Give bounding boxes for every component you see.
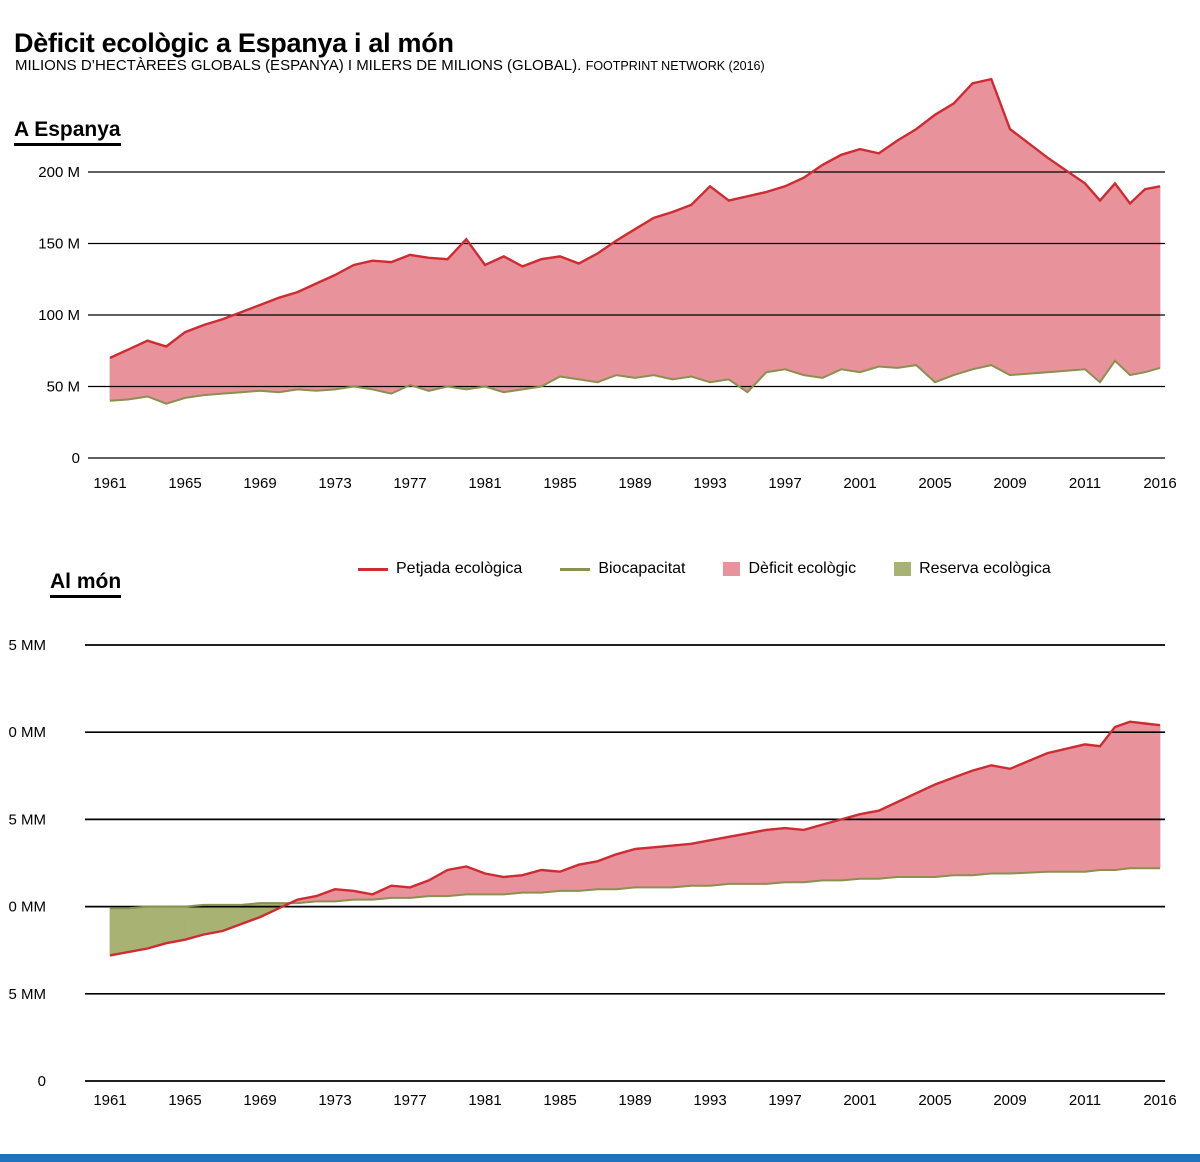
y-tick-label: 0 bbox=[38, 1073, 46, 1090]
legend-label: Dèficit ecològic bbox=[748, 560, 857, 577]
x-tick-label: 1961 bbox=[93, 1092, 126, 1109]
x-tick-label: 1965 bbox=[168, 1092, 201, 1109]
x-tick-label: 2001 bbox=[843, 1092, 876, 1109]
x-tick-label: 1985 bbox=[543, 1092, 576, 1109]
x-tick-label: 2001 bbox=[843, 475, 876, 492]
x-tick-label: 1969 bbox=[243, 475, 276, 492]
x-tick-label: 1969 bbox=[243, 1092, 276, 1109]
chart-subtitle: MILIONS D’HECTÀREES GLOBALS (ESPANYA) I … bbox=[15, 57, 582, 74]
x-tick-label: 1961 bbox=[93, 475, 126, 492]
legend-item: Petjada ecològica bbox=[358, 560, 522, 578]
biocapacity-line bbox=[110, 867, 1160, 910]
section-heading-espanya: A Espanya bbox=[14, 118, 121, 147]
x-tick-label: 1973 bbox=[318, 1092, 351, 1109]
footprint-line bbox=[109, 720, 1161, 957]
x-tick-label: 2011 bbox=[1069, 1092, 1101, 1109]
line-swatch bbox=[560, 567, 591, 571]
chart-legend: Petjada ecològica Biocapacitat Dèficit eco… bbox=[358, 560, 1051, 578]
x-tick-label: 1997 bbox=[768, 1092, 801, 1109]
fill-swatch bbox=[723, 562, 741, 576]
y-tick-label: 50 M bbox=[47, 379, 80, 396]
x-tick-label: 1981 bbox=[468, 475, 501, 492]
x-tick-label: 1989 bbox=[618, 475, 651, 492]
espanya-chart: 200 M 150 M 100 M 50 M 0 1961 1965 1969 1973 1977… bbox=[0, 55, 1200, 505]
x-tick-label: 2016 bbox=[1143, 1092, 1176, 1109]
x-tick-label: 2011 bbox=[1069, 475, 1101, 492]
y-tick-label: 100 M bbox=[38, 307, 80, 324]
fill-swatch bbox=[894, 562, 912, 576]
section-heading-mon: Al món bbox=[50, 570, 122, 599]
source-credit: FOOTPRINT NETWORK (2016) bbox=[585, 59, 765, 73]
mon-chart: 5 MM 0 MM 5 MM 0 MM 5 MM 0 1961 1965 1969 1973 197… bbox=[0, 600, 1200, 1145]
y-tick-label: 0 MM bbox=[9, 899, 47, 916]
biocapacity-line bbox=[109, 359, 1161, 405]
legend-label: Petjada ecològica bbox=[396, 560, 523, 577]
y-tick-label: 0 bbox=[72, 450, 80, 467]
y-tick-label: 5 MM bbox=[9, 986, 47, 1003]
x-tick-label: 2005 bbox=[918, 475, 951, 492]
x-tick-label: 2009 bbox=[993, 475, 1026, 492]
x-tick-label: 1977 bbox=[393, 475, 426, 492]
footprint-line bbox=[109, 77, 1161, 359]
x-tick-label: 1997 bbox=[768, 475, 801, 492]
x-tick-label: 2009 bbox=[993, 1092, 1026, 1109]
x-tick-label: 2016 bbox=[1143, 475, 1176, 492]
reserve-area bbox=[109, 902, 291, 956]
y-tick-label: 150 M bbox=[38, 236, 80, 253]
x-tick-label: 1993 bbox=[693, 475, 726, 492]
legend-label: Reserva ecològica bbox=[919, 560, 1051, 577]
y-tick-label: 5 MM bbox=[9, 811, 47, 828]
legend-label: Biocapacitat bbox=[598, 560, 686, 577]
y-tick-label: 0 MM bbox=[9, 724, 47, 741]
x-tick-label: 1985 bbox=[543, 475, 576, 492]
x-tick-label: 1981 bbox=[468, 1092, 501, 1109]
legend-item: Reserva ecològica bbox=[894, 560, 1051, 578]
x-tick-label: 2005 bbox=[918, 1092, 951, 1109]
deficit-area bbox=[109, 78, 1161, 405]
x-tick-label: 1977 bbox=[393, 1092, 426, 1109]
deficit-area bbox=[289, 721, 1161, 904]
mon-svg: 5 MM 0 MM 5 MM 0 MM 5 MM 0 1961 1965 1969 1973 197… bbox=[9, 637, 1177, 1109]
x-tick-label: 1993 bbox=[693, 1092, 726, 1109]
espanya-svg: 200 M 150 M 100 M 50 M 0 1961 1965 1969 1973 1977… bbox=[38, 77, 1177, 492]
legend-item: Biocapacitat bbox=[560, 560, 685, 578]
y-tick-label: 5 MM bbox=[9, 637, 47, 654]
x-tick-label: 1965 bbox=[168, 475, 201, 492]
y-tick-label: 200 M bbox=[38, 164, 80, 181]
x-tick-label: 1973 bbox=[318, 475, 351, 492]
footer-accent-bar bbox=[0, 1154, 1200, 1162]
subtitle-row: MILIONS D’HECTÀREES GLOBALS (ESPANYA) I … bbox=[15, 57, 765, 75]
page-title: Dèficit ecològic a Espanya i al món bbox=[14, 28, 454, 59]
line-swatch bbox=[358, 567, 388, 571]
x-tick-label: 1989 bbox=[618, 1092, 651, 1109]
legend-item: Dèficit ecològic bbox=[723, 560, 856, 578]
